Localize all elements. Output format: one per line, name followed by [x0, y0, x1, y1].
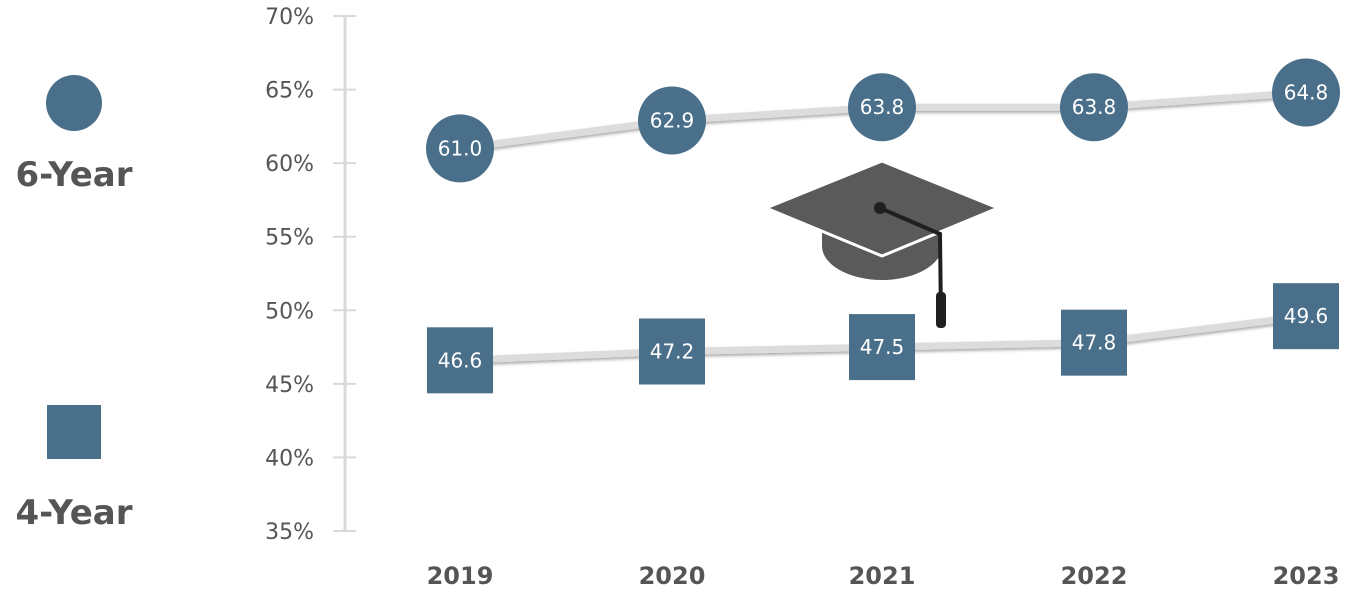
data-point-square — [427, 327, 493, 394]
y-axis: 70% 65% 60% 55% 50% 45% 40% 35% — [265, 5, 356, 545]
data-point-circle — [1272, 58, 1340, 127]
legend-label-4-year: 4-Year — [15, 493, 132, 533]
x-tick-label: 2022 — [1061, 562, 1128, 590]
data-point-circle — [426, 114, 494, 183]
x-tick-label: 2020 — [639, 562, 706, 590]
data-label: 64.8 — [1284, 81, 1329, 105]
data-point-square — [1273, 283, 1339, 350]
y-tick-label: 55% — [265, 226, 314, 251]
data-point-square — [1061, 309, 1127, 376]
data-point-circle — [638, 86, 706, 155]
data-label: 63.8 — [860, 95, 905, 119]
data-label: 62.9 — [650, 108, 695, 132]
data-point-square — [849, 314, 915, 381]
x-tick-label: 2019 — [427, 562, 494, 590]
y-tick-label: 70% — [265, 5, 314, 30]
legend-circle-marker — [46, 75, 102, 131]
data-label: 61.0 — [438, 136, 483, 160]
y-tick-label: 65% — [265, 79, 314, 104]
y-tick-label: 35% — [265, 520, 314, 545]
x-axis: 2019 2020 2021 2022 2023 — [427, 562, 1340, 590]
legend: 6-Year 4-Year — [15, 75, 133, 533]
y-tick-label: 60% — [265, 152, 314, 177]
data-point-circle — [848, 73, 916, 142]
graduation-cap-icon — [764, 159, 1000, 328]
data-label: 49.6 — [1284, 304, 1329, 328]
data-label: 46.6 — [438, 348, 483, 372]
y-tick-label: 50% — [265, 299, 314, 324]
data-label: 47.8 — [1072, 331, 1117, 355]
legend-square-marker — [47, 405, 101, 459]
data-point-square — [639, 318, 705, 385]
data-label: 47.5 — [860, 335, 905, 359]
x-tick-label: 2021 — [849, 562, 916, 590]
y-tick-label: 45% — [265, 373, 314, 398]
data-point-circle — [1060, 73, 1128, 142]
series-markers: 61.0 62.9 63.8 63.8 64.8 46.6 47.2 47.5 47.8 49.6 — [426, 58, 1340, 394]
data-label: 63.8 — [1072, 95, 1117, 119]
y-tick-label: 40% — [265, 446, 314, 471]
legend-label-6-year: 6-Year — [15, 155, 132, 195]
data-label: 47.2 — [650, 339, 695, 363]
x-tick-label: 2023 — [1273, 562, 1340, 590]
